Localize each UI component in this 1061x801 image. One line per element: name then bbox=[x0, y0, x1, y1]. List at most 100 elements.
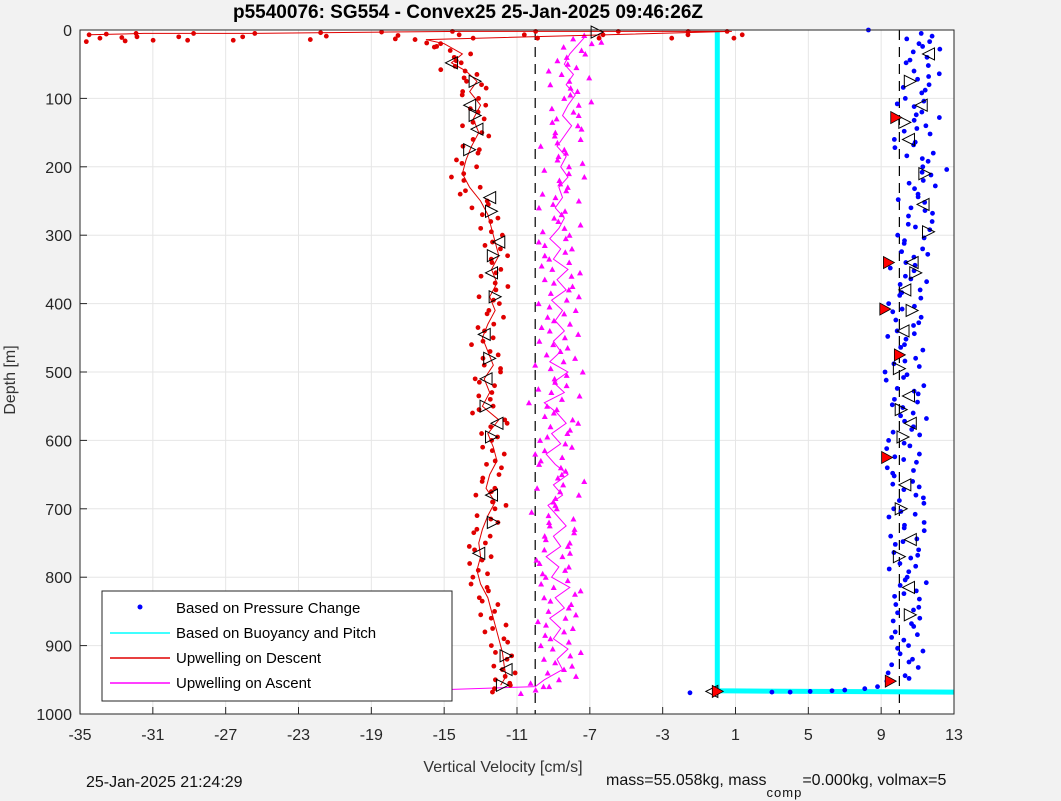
open-triangle-marker bbox=[903, 416, 917, 431]
ascent-point bbox=[562, 440, 569, 447]
open-triangle-marker bbox=[444, 56, 458, 70]
pressure-point bbox=[916, 320, 922, 326]
pressure-point bbox=[892, 629, 898, 635]
ascent-point bbox=[552, 495, 559, 502]
descent-point bbox=[479, 431, 484, 436]
ascent-point bbox=[525, 399, 532, 406]
pressure-point bbox=[894, 386, 900, 391]
descent-point bbox=[472, 376, 478, 382]
ascent-point bbox=[563, 297, 570, 303]
ascent-point bbox=[565, 563, 572, 570]
ascent-point bbox=[541, 276, 548, 283]
ascent-point bbox=[561, 334, 568, 341]
ascent-point bbox=[562, 235, 569, 242]
descent-point bbox=[498, 366, 503, 371]
ascent-point bbox=[572, 591, 579, 597]
pressure-point bbox=[890, 429, 896, 435]
ascent-point bbox=[570, 109, 577, 115]
x-tick-label: -27 bbox=[214, 727, 237, 744]
x-tick-label: -35 bbox=[68, 727, 91, 744]
descent-point bbox=[484, 311, 490, 317]
open-triangle-marker bbox=[894, 402, 909, 417]
descent-point bbox=[476, 379, 482, 385]
pressure-point bbox=[901, 375, 906, 380]
pressure-point bbox=[892, 454, 898, 460]
pressure-point bbox=[904, 372, 910, 378]
x-tick-label: -7 bbox=[583, 727, 597, 744]
ascent-point bbox=[557, 464, 564, 471]
ascent-point bbox=[565, 286, 572, 293]
pressure-point bbox=[916, 604, 922, 610]
pressure-point bbox=[893, 602, 899, 607]
open-triangle-marker bbox=[922, 224, 936, 239]
legend: Based on Pressure Change Based on Buoyan… bbox=[101, 590, 453, 702]
pressure-point bbox=[886, 566, 892, 572]
descent-point bbox=[512, 670, 518, 676]
ascent-point bbox=[555, 676, 562, 683]
open-triangle-marker bbox=[903, 74, 918, 89]
pressure-point bbox=[915, 391, 921, 397]
descent-point bbox=[474, 513, 480, 519]
descent-point bbox=[459, 160, 465, 166]
descent-point bbox=[431, 44, 437, 50]
ascent-point bbox=[569, 663, 576, 669]
open-triangle-marker bbox=[491, 235, 506, 249]
pressure-point bbox=[923, 123, 929, 129]
pressure-point bbox=[930, 150, 936, 156]
descent-point bbox=[493, 650, 498, 655]
pressure-point bbox=[915, 399, 920, 405]
pressure-point bbox=[916, 484, 922, 490]
open-triangle-marker bbox=[894, 501, 909, 516]
descent-point bbox=[240, 34, 246, 40]
descent-point bbox=[482, 629, 488, 635]
descent-point bbox=[470, 574, 476, 580]
pressure-point bbox=[901, 525, 907, 531]
descent-point bbox=[491, 663, 497, 669]
pressure-point bbox=[923, 580, 929, 586]
ascent-point bbox=[544, 314, 551, 320]
pressure-point bbox=[932, 183, 938, 189]
pressure-point bbox=[915, 76, 920, 82]
pressure-point bbox=[918, 295, 924, 301]
x-tick-label: -31 bbox=[141, 727, 164, 744]
pressure-point bbox=[920, 246, 926, 252]
ascent-point bbox=[553, 505, 560, 512]
ascent-point bbox=[552, 379, 559, 385]
ascent-point bbox=[532, 362, 539, 368]
descent-point bbox=[468, 51, 474, 57]
footer-timestamp: 25-Jan-2025 21:24:29 bbox=[86, 774, 243, 791]
ascent-point bbox=[568, 601, 575, 608]
pressure-point bbox=[915, 665, 921, 670]
pressure-point bbox=[901, 440, 907, 446]
open-triangle-marker bbox=[477, 327, 491, 342]
ascent-point bbox=[541, 546, 548, 553]
pressure-point bbox=[921, 383, 927, 389]
descent-point bbox=[484, 461, 489, 467]
pressure-point bbox=[886, 438, 892, 443]
ascent-point bbox=[548, 389, 555, 396]
descent-point bbox=[490, 335, 496, 341]
descent-point bbox=[122, 38, 128, 44]
ascent-point bbox=[564, 577, 571, 584]
ascent-point bbox=[574, 88, 581, 95]
pressure-point bbox=[898, 413, 903, 419]
pressure-point bbox=[910, 656, 915, 662]
ascent-point bbox=[559, 553, 566, 560]
ascent-point bbox=[575, 102, 582, 108]
open-triangle-marker bbox=[485, 204, 499, 219]
ascent-point bbox=[569, 283, 576, 289]
ascent-point bbox=[550, 280, 557, 286]
x-tick-label: 5 bbox=[804, 727, 813, 744]
ascent-point bbox=[566, 78, 573, 84]
ascent-point bbox=[535, 300, 542, 307]
descent-point bbox=[488, 615, 494, 621]
pressure-point bbox=[919, 169, 925, 175]
red-triangle-marker bbox=[893, 348, 907, 362]
ascent-point bbox=[581, 478, 588, 484]
descent-point bbox=[470, 137, 476, 142]
pressure-point bbox=[910, 49, 916, 55]
ascent-point bbox=[547, 290, 554, 296]
series-layer bbox=[83, 27, 955, 701]
descent-point bbox=[482, 243, 488, 248]
ascent-point bbox=[547, 598, 554, 604]
